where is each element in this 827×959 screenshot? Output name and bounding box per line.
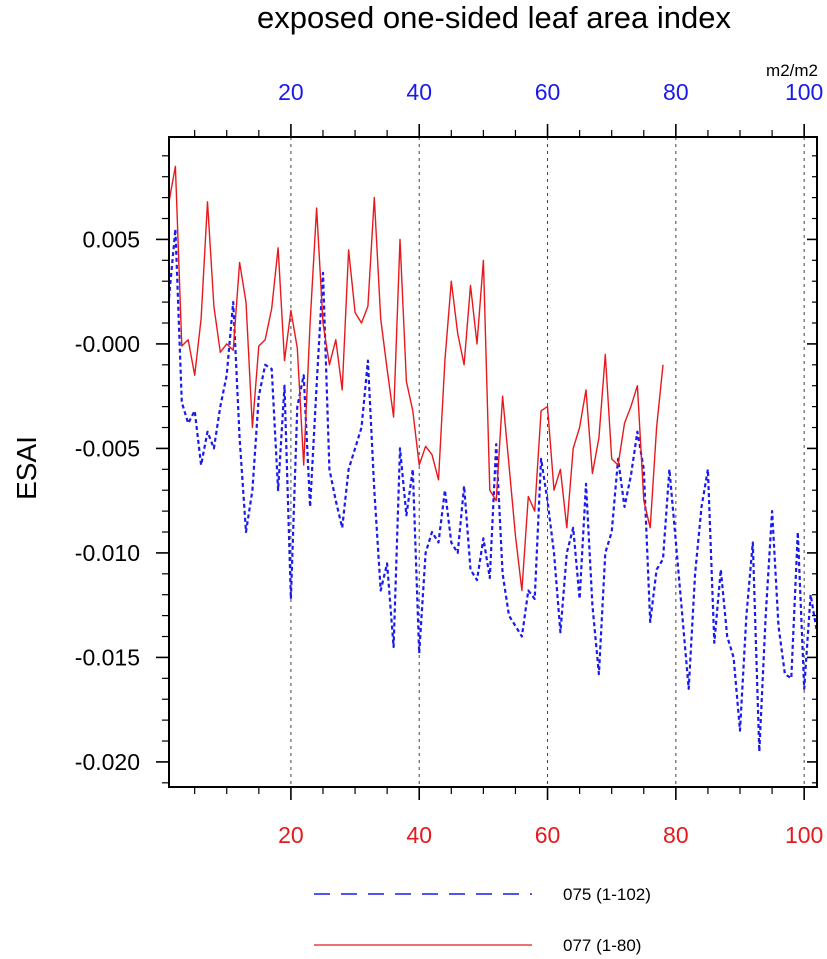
- bottom-tick-labels: 20 40 60 80 100: [278, 822, 823, 848]
- y-tick-label: -0.010: [75, 540, 140, 566]
- chart-title: exposed one-sided leaf area index: [257, 0, 731, 35]
- grid-lines: [290, 137, 805, 787]
- y-tick-label: 0.005: [82, 226, 140, 252]
- top-tick-label: 40: [406, 79, 432, 105]
- y-tick-label: -0.020: [75, 749, 140, 775]
- top-tick-label: 100: [785, 79, 823, 105]
- y-tick-labels: 0.005 -0.000 -0.005 -0.010 -0.015 -0.020: [75, 226, 140, 775]
- top-tick-labels: 20 40 60 80 100: [278, 79, 823, 105]
- bottom-tick-label: 80: [663, 822, 689, 848]
- major-ticks: [156, 124, 817, 800]
- plot-frame: [168, 136, 818, 788]
- series-line-1: [167, 227, 819, 753]
- top-tick-label: 60: [535, 79, 561, 105]
- bottom-tick-label: 20: [278, 822, 304, 848]
- legend-label-series-1: 075 (1-102): [563, 885, 651, 904]
- y-tick-label: -0.005: [75, 435, 140, 461]
- bottom-tick-label: 40: [406, 822, 432, 848]
- top-tick-label: 80: [663, 79, 689, 105]
- y-tick-label: -0.015: [75, 644, 140, 670]
- y-tick-label: -0.000: [75, 331, 140, 357]
- legend-label-series-2: 077 (1-80): [563, 936, 641, 955]
- units-label: m2/m2: [766, 61, 818, 80]
- series-line-2: [168, 165, 664, 592]
- bottom-tick-label: 100: [785, 822, 823, 848]
- legend: 075 (1-102) 077 (1-80): [314, 885, 651, 955]
- top-tick-label: 20: [278, 79, 304, 105]
- series-layer: [167, 165, 819, 753]
- bottom-tick-label: 60: [535, 822, 561, 848]
- y-axis-title: ESAI: [11, 436, 42, 500]
